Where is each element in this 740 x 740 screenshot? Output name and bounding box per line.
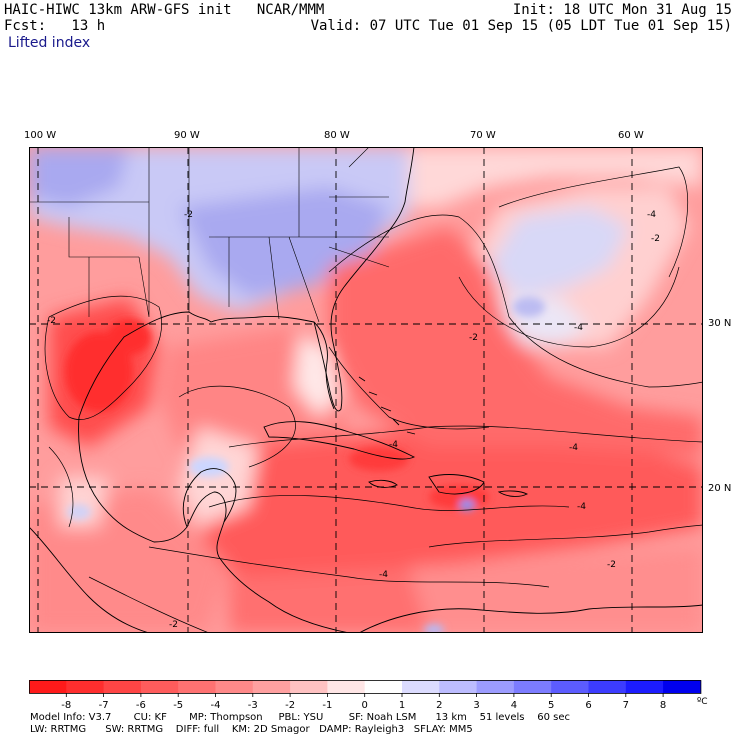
colorbar-tick-label: 0 <box>362 700 368 710</box>
colorbar-swatch <box>290 680 328 693</box>
valid-time: Valid: 07 UTC Tue 01 Sep 15 (05 LDT Tue … <box>310 18 732 34</box>
field-shading <box>29 147 703 633</box>
contour-label: -4 <box>389 440 398 450</box>
coastlines <box>29 147 703 633</box>
colorbar-tick-label: 1 <box>399 700 405 710</box>
colorbar-tick-label: 3 <box>473 700 479 710</box>
contour-label: -4 <box>577 502 586 512</box>
map-frame <box>29 147 703 633</box>
colorbar-swatch <box>439 680 477 693</box>
colorbar-tick-label: -8 <box>61 700 71 710</box>
contour-label: -2 <box>184 210 193 220</box>
colorbar-swatch <box>476 680 515 693</box>
model-info-line: Model Info: V3.7 CU: KF MP: Thompson PBL… <box>30 712 570 723</box>
lon-label-90w: 90 W <box>174 130 200 141</box>
colorbar-swatch <box>178 680 216 693</box>
colorbar-frame <box>29 680 702 694</box>
contour-label: -4 <box>569 443 578 453</box>
colorbar-swatches <box>29 680 702 694</box>
physics-info-line: LW: RRTMG SW: RRTMG DIFF: full KM: 2D Sm… <box>30 724 473 735</box>
colorbar-tick-label: 4 <box>511 700 517 710</box>
contour-label: -2 <box>469 333 478 343</box>
field-name: Lifted index <box>8 35 91 51</box>
contour-label: -4 <box>379 570 388 580</box>
colorbar-tick-label: -1 <box>322 700 332 710</box>
colorbar-tick-label: -2 <box>285 700 295 710</box>
state-borders <box>29 147 390 323</box>
org-name: NCAR/MMM <box>256 2 325 18</box>
lon-label-80w: 80 W <box>324 130 350 141</box>
colorbar-swatch <box>215 680 254 693</box>
forecast-hour: Fcst: 13 h <box>4 18 106 34</box>
colorbar-tick-label: 5 <box>548 700 554 710</box>
colorbar-tick-label: -6 <box>136 700 146 710</box>
colorbar-swatch <box>140 680 179 693</box>
contour-value-labels: -2 -2 -4 -2 -4 -4 -2 -4 -2 -4 -4 -2 <box>47 210 660 630</box>
lon-label-60w: 60 W <box>618 130 644 141</box>
lon-label-100w: 100 W <box>24 130 57 141</box>
colorbar-swatch <box>327 680 366 693</box>
colorbar-tick-label: -5 <box>173 700 183 710</box>
contour-label: -2 <box>169 620 178 630</box>
model-name: HAIC-HIWC 13km ARW-GFS init <box>4 2 232 18</box>
model-title: HAIC-HIWC 13km ARW-GFS init NCAR/MMM <box>4 2 324 18</box>
colorbar-tick-label: 8 <box>660 700 666 710</box>
lon-label-70w: 70 W <box>470 130 496 141</box>
contour-label: -2 <box>47 316 56 326</box>
lifted-index-map: -2 -2 -4 -2 -4 -4 -2 -4 -2 -4 -4 -2 <box>29 147 703 633</box>
init-time: Init: 18 UTC Mon 31 Aug 15 <box>512 2 732 18</box>
colorbar-tick-label: -4 <box>211 700 221 710</box>
colorbar-swatch <box>252 680 291 693</box>
colorbar-swatch <box>663 680 701 693</box>
colorbar-tick-label: -3 <box>248 700 258 710</box>
colorbar: -8 -7 -6 -5 -4 -3 -2 -1 0 1 2 3 4 5 6 7 8 ºC <box>29 680 708 710</box>
colorbar-swatch <box>29 680 67 693</box>
contour-label: -2 <box>607 560 616 570</box>
lat-label-30n: 30 N <box>708 318 732 329</box>
colorbar-swatch <box>513 680 552 693</box>
colorbar-swatch <box>103 680 142 693</box>
colorbar-tick-label: -7 <box>99 700 109 710</box>
colorbar-tick-label: 6 <box>585 700 591 710</box>
colorbar-tick-label: 7 <box>623 700 629 710</box>
colorbar-swatch <box>625 680 664 693</box>
colorbar-tick-label: 2 <box>436 700 442 710</box>
contour-label: -2 <box>651 234 660 244</box>
colorbar-swatch <box>551 680 589 693</box>
colorbar-unit: ºC <box>697 697 708 707</box>
colorbar-swatch <box>402 680 440 693</box>
colorbar-swatch <box>364 680 403 693</box>
contour-label: -4 <box>574 323 583 333</box>
lat-lon-grid <box>29 147 703 633</box>
colorbar-ticks: -8 -7 -6 -5 -4 -3 -2 -1 0 1 2 3 4 5 6 7 8 <box>61 693 666 710</box>
colorbar-swatch <box>66 680 104 693</box>
colorbar-swatch <box>588 680 627 693</box>
contour-label: -4 <box>647 210 656 220</box>
lat-label-20n: 20 N <box>708 483 732 494</box>
